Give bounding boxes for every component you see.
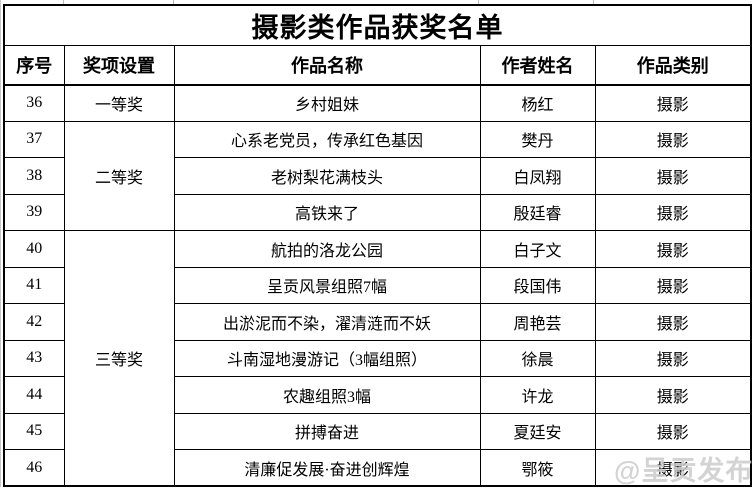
row-number-cell: 46 xyxy=(3,449,65,487)
column-header-award: 奖项设置 xyxy=(63,45,175,86)
table-row: 39 高铁来了 殷廷睿 摄影 xyxy=(3,193,752,231)
row-number-cell: 43 xyxy=(3,339,65,377)
author-name-cell: 周艳芸 xyxy=(479,303,596,341)
table-row: 38 老树梨花满枝头 白凤翔 摄影 xyxy=(3,157,752,195)
work-title-cell: 清廉促发展·奋进创辉煌 xyxy=(173,449,481,487)
work-category-cell: 摄影 xyxy=(594,230,752,268)
award-level-cell: 二等奖 xyxy=(63,120,175,231)
column-header-work-title: 作品名称 xyxy=(173,45,481,86)
author-name-cell: 徐晨 xyxy=(479,339,596,377)
author-name-cell: 鄂筱 xyxy=(479,449,596,487)
work-category-cell: 摄影 xyxy=(594,376,752,414)
column-header-category: 作品类别 xyxy=(594,45,752,86)
table-row: 41 呈贡风景组照7幅 段国伟 摄影 xyxy=(3,266,752,304)
work-category-cell: 摄影 xyxy=(594,84,752,122)
row-number-cell: 40 xyxy=(3,230,65,268)
author-name-cell: 白子文 xyxy=(479,230,596,268)
table-row: 40 三等奖 航拍的洛龙公园 白子文 摄影 xyxy=(3,230,752,487)
table-row: 42 出淤泥而不染，濯清涟而不妖 周艳芸 摄影 xyxy=(3,303,752,341)
table-row: 45 拼搏奋进 夏廷安 摄影 xyxy=(3,412,752,450)
column-header-serial: 序号 xyxy=(3,45,65,86)
awards-table: 摄影类作品获奖名单 序号 奖项设置 作品名称 作者姓名 作品类别 36 一等奖 乡村… xyxy=(3,4,753,487)
award-level-cell: 三等奖 xyxy=(63,230,175,487)
work-title-cell: 心系老党员，传承红色基因 xyxy=(173,120,481,158)
row-number-cell: 45 xyxy=(3,412,65,450)
work-category-cell: 摄影 xyxy=(594,412,752,450)
table-row: 43 斗南湿地漫游记（3幅组照） 徐晨 摄影 xyxy=(3,339,752,377)
work-category-cell: 摄影 xyxy=(594,157,752,195)
author-name-cell: 殷廷睿 xyxy=(479,193,596,231)
work-category-cell: 摄影 xyxy=(594,120,752,158)
work-title-cell: 呈贡风景组照7幅 xyxy=(173,266,481,304)
row-number-cell: 41 xyxy=(3,266,65,304)
table-row: 44 农趣组照3幅 许龙 摄影 xyxy=(3,376,752,414)
table-row: 46 清廉促发展·奋进创辉煌 鄂筱 摄影 xyxy=(3,449,752,487)
work-category-cell: 摄影 xyxy=(594,339,752,377)
row-number-cell: 39 xyxy=(3,193,65,231)
work-category-cell: 摄影 xyxy=(594,303,752,341)
table-row: 36 一等奖 乡村姐妹 杨红 摄影 xyxy=(3,84,752,122)
work-title-cell: 斗南湿地漫游记（3幅组照） xyxy=(173,339,481,377)
work-title-cell: 出淤泥而不染，濯清涟而不妖 xyxy=(173,303,481,341)
author-name-cell: 樊丹 xyxy=(479,120,596,158)
work-title-cell: 农趣组照3幅 xyxy=(173,376,481,414)
row-number-cell: 36 xyxy=(3,84,65,122)
gridline-stub xyxy=(478,0,479,4)
author-name-cell: 杨红 xyxy=(479,84,596,122)
row-number-cell: 38 xyxy=(3,157,65,195)
work-title-cell: 乡村姐妹 xyxy=(173,84,481,122)
table-header-row: 序号 奖项设置 作品名称 作者姓名 作品类别 xyxy=(3,45,752,86)
row-number-cell: 37 xyxy=(3,120,65,158)
author-name-cell: 夏廷安 xyxy=(479,412,596,450)
author-name-cell: 段国伟 xyxy=(479,266,596,304)
table-row: 37 二等奖 心系老党员，传承红色基因 樊丹 摄影 xyxy=(3,120,752,231)
work-category-cell: 摄影 xyxy=(594,266,752,304)
row-number-cell: 44 xyxy=(3,376,65,414)
row-number-cell: 42 xyxy=(3,303,65,341)
gridline-stub xyxy=(0,0,1,487)
gridline-stub xyxy=(593,0,594,4)
work-title-cell: 航拍的洛龙公园 xyxy=(173,230,481,268)
gridline-stub xyxy=(63,0,64,4)
work-category-cell: 摄影 xyxy=(594,193,752,231)
author-name-cell: 许龙 xyxy=(479,376,596,414)
table-title-row: 摄影类作品获奖名单 xyxy=(3,4,752,46)
table-body: 36 一等奖 乡村姐妹 杨红 摄影 37 二等奖 心系老党员，传承红色基因 樊丹 摄影 38 老树梨花… xyxy=(3,84,752,487)
author-name-cell: 白凤翔 xyxy=(479,157,596,195)
work-title-cell: 高铁来了 xyxy=(173,193,481,231)
award-level-cell: 一等奖 xyxy=(63,84,175,122)
work-category-cell: 摄影 xyxy=(594,449,752,487)
work-title-cell: 拼搏奋进 xyxy=(173,412,481,450)
gridline-stub xyxy=(173,0,174,4)
work-title-cell: 老树梨花满枝头 xyxy=(173,157,481,195)
column-header-author: 作者姓名 xyxy=(479,45,596,86)
page-title: 摄影类作品获奖名单 xyxy=(3,4,752,46)
